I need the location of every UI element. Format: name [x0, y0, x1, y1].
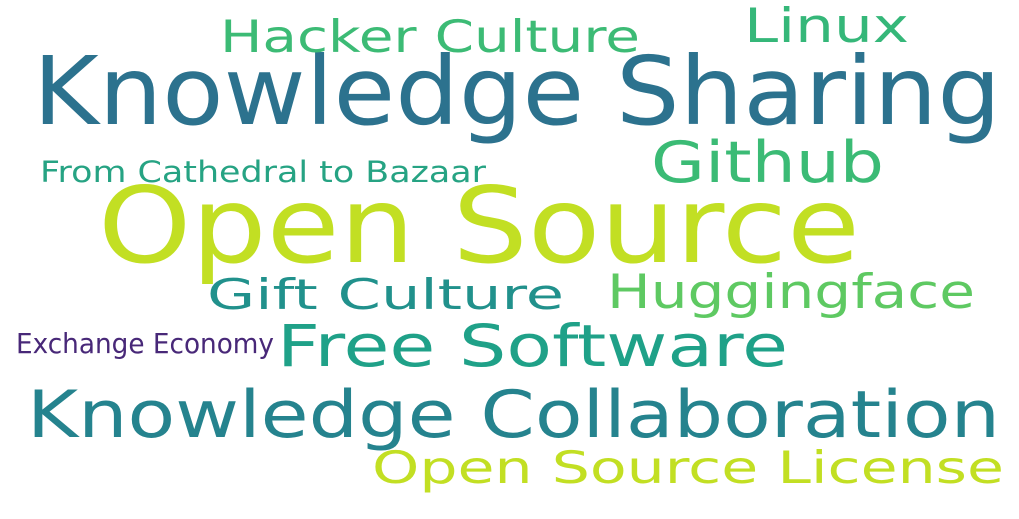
word-huggingface: Huggingface: [607, 265, 975, 321]
word-gift-culture: Gift Culture: [207, 270, 565, 320]
word-from-cathedral-to-bazaar: From Cathedral to Bazaar: [40, 154, 487, 189]
word-free-software: Free Software: [277, 311, 789, 380]
word-knowledge-sharing: Knowledge Sharing: [33, 36, 1001, 147]
word-exchange-economy: Exchange Economy: [16, 329, 274, 361]
word-linux: Linux: [744, 0, 909, 55]
word-hacker-culture: Hacker Culture: [220, 12, 641, 64]
word-open-source-license: Open Source License: [372, 443, 1005, 495]
word-open-source: Open Source: [98, 164, 860, 288]
word-github: Github: [651, 129, 884, 196]
word-knowledge-collaboration: Knowledge Collaboration: [27, 377, 1001, 454]
